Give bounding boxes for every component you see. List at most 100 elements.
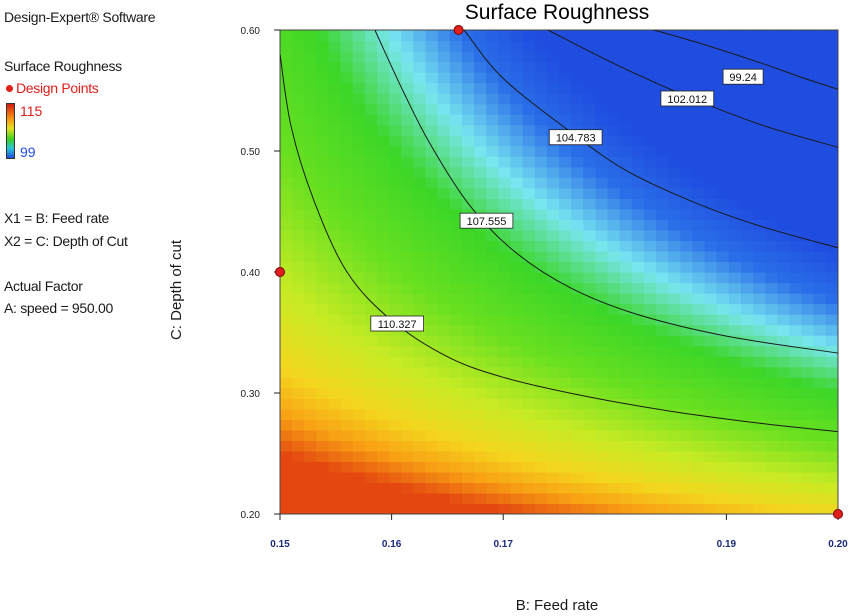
heatmap-cell — [389, 471, 402, 484]
heatmap-cell — [364, 145, 378, 157]
heatmap-cell — [474, 377, 487, 389]
heatmap-cell — [340, 30, 354, 42]
heatmap-cell — [437, 471, 451, 484]
heatmap-cell — [801, 72, 815, 84]
heatmap-cell — [364, 261, 378, 273]
heatmap-cell — [692, 114, 706, 126]
heatmap-cell — [583, 82, 596, 94]
heatmap-cell — [680, 377, 694, 389]
heatmap-cell — [534, 503, 548, 514]
heatmap-cell — [534, 145, 548, 157]
heatmap-cell — [716, 61, 730, 73]
heatmap-cell — [619, 272, 633, 284]
heatmap-cell — [571, 219, 584, 231]
heatmap-cell — [607, 103, 621, 115]
heatmap-cell — [425, 440, 439, 452]
heatmap-cell — [280, 356, 293, 368]
heatmap-cell — [716, 272, 730, 284]
heatmap-cell — [692, 429, 706, 441]
heatmap-cell — [377, 366, 390, 378]
heatmap-cell — [437, 198, 451, 210]
heatmap-cell — [825, 419, 838, 431]
heatmap-cell — [486, 187, 499, 199]
heatmap-cell — [316, 503, 330, 514]
heatmap-cell — [643, 135, 657, 147]
heatmap-cell — [583, 377, 596, 389]
heatmap-cell — [704, 282, 718, 294]
heatmap-cell — [280, 398, 293, 410]
heatmap-cell — [389, 303, 402, 315]
heatmap-cell — [619, 250, 633, 263]
heatmap-cell — [595, 314, 609, 326]
heatmap-cell — [740, 61, 754, 73]
heatmap-cell — [304, 482, 317, 494]
heatmap-cell — [292, 198, 305, 210]
heatmap-cell — [437, 219, 451, 231]
heatmap-cell — [413, 492, 427, 505]
heatmap-cell — [474, 450, 487, 462]
heatmap-cell — [631, 377, 645, 389]
heatmap-cell — [425, 482, 439, 494]
heatmap-cell — [352, 250, 366, 263]
heatmap-cell — [389, 492, 402, 505]
heatmap-cell — [486, 303, 499, 315]
heatmap-cell — [571, 356, 584, 368]
heatmap-cell — [692, 103, 706, 115]
heatmap-cell — [425, 114, 439, 126]
heatmap-cell — [486, 293, 499, 305]
heatmap-cell — [425, 387, 439, 399]
heatmap-cell — [413, 440, 427, 452]
heatmap-cell — [498, 82, 512, 94]
heatmap-cell — [607, 440, 621, 452]
heatmap-cell — [534, 492, 548, 505]
heatmap-cell — [692, 124, 706, 136]
heatmap-cell — [486, 314, 499, 326]
heatmap-cell — [619, 103, 633, 115]
heatmap-cell — [449, 429, 463, 441]
heatmap-cell — [753, 377, 766, 389]
heatmap-cell — [340, 314, 354, 326]
heatmap-cell — [559, 419, 572, 431]
heatmap-cell — [777, 145, 791, 157]
heatmap-cell — [753, 356, 766, 368]
heatmap-cell — [522, 240, 536, 252]
heatmap-cell — [789, 124, 803, 136]
heatmap-cell — [753, 145, 766, 157]
heatmap-cell — [583, 103, 596, 115]
heatmap-cell — [571, 51, 584, 63]
heatmap-cell — [534, 51, 548, 63]
heatmap-cell — [692, 135, 706, 147]
heatmap-cell — [704, 240, 718, 252]
heatmap-cell — [316, 398, 330, 410]
heatmap-cell — [413, 114, 427, 126]
heatmap-cell — [425, 250, 439, 263]
heatmap-cell — [777, 461, 791, 473]
heatmap-cell — [498, 366, 512, 378]
heatmap-cell — [280, 177, 293, 189]
heatmap-cell — [425, 93, 439, 105]
heatmap-cell — [765, 471, 778, 484]
heatmap-cell — [377, 482, 390, 494]
heatmap-cell — [461, 114, 475, 126]
heatmap-cell — [740, 229, 754, 242]
heatmap-cell — [571, 114, 584, 126]
heatmap-cell — [801, 219, 815, 231]
heatmap-cell — [801, 40, 815, 52]
heatmap-cell — [607, 335, 621, 347]
heatmap-cell — [389, 166, 402, 178]
heatmap-cell — [449, 208, 463, 220]
heatmap-cell — [498, 261, 512, 273]
heatmap-cell — [716, 461, 730, 473]
heatmap-cell — [813, 93, 827, 105]
heatmap-cell — [437, 51, 451, 63]
heatmap-cell — [328, 250, 342, 263]
heatmap-cell — [692, 145, 706, 157]
heatmap-cell — [474, 419, 487, 431]
heatmap-cell — [304, 93, 317, 105]
heatmap-cell — [740, 324, 754, 336]
heatmap-cell — [813, 103, 827, 115]
heatmap-cell — [680, 282, 694, 294]
heatmap-cell — [813, 272, 827, 284]
heatmap-cell — [777, 40, 791, 52]
heatmap-cell — [789, 135, 803, 147]
